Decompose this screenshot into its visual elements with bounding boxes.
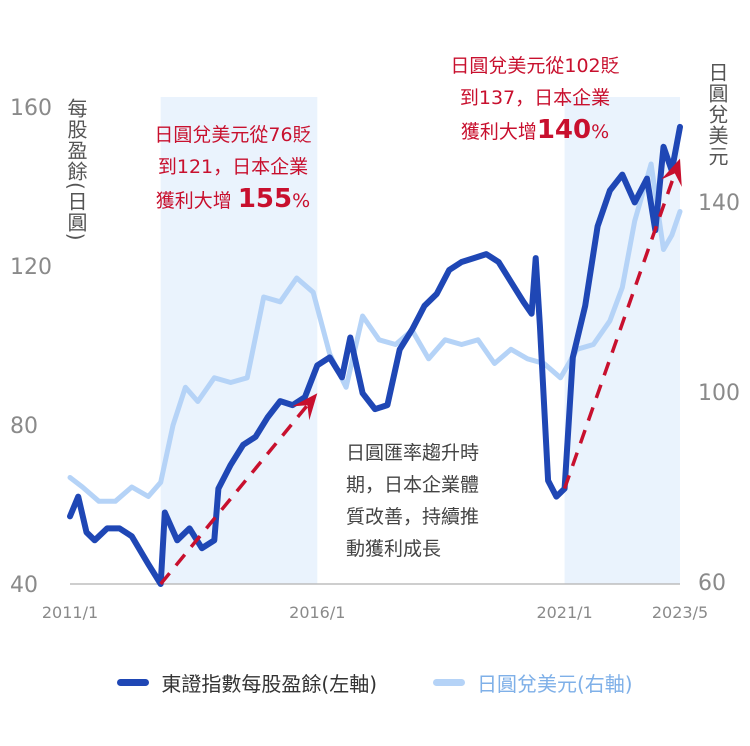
trend-arrow-line-2	[562, 173, 677, 490]
shaded-period-1	[160, 97, 318, 584]
left-y-tick-160: 160	[10, 96, 52, 121]
x-tick-2023-5: 2023/5	[652, 603, 708, 622]
annotation-middle: 日圓匯率趨升時 期，日本企業體 質改善，持續推 動獲利成長	[346, 437, 526, 565]
left-y-tick-40: 40	[10, 573, 38, 598]
trend-arrows	[159, 158, 682, 586]
annotation-middle-line-3: 質改善，持續推	[346, 506, 480, 528]
x-tick-2016-1: 2016/1	[289, 603, 345, 622]
annotation-left-line-3: 獲利大增 155%	[155, 184, 311, 214]
right-y-tick-100: 100	[698, 381, 740, 406]
annotation-left: 日圓兌美元從76貶 到121，日本企業 獲利大增 155%	[118, 119, 348, 217]
legend: 東證指數每股盈餘(左軸) 日圓兌美元(右軸)	[0, 668, 750, 697]
usdjpy-line	[67, 161, 683, 504]
legend-label-eps: 東證指數每股盈餘(左軸)	[161, 672, 377, 696]
eps-line	[67, 123, 683, 587]
right-y-tick-60: 60	[698, 571, 726, 596]
annotation-middle-line-2: 期，日本企業體	[346, 474, 480, 496]
annotation-right-line-2: 到137，日本企業	[459, 87, 611, 109]
trend-arrow-head-2	[661, 158, 682, 187]
series-lines	[67, 123, 683, 587]
legend-label-fx: 日圓兌美元(右軸)	[477, 672, 633, 696]
annotation-middle-line-4: 動獲利成長	[346, 538, 442, 560]
left-y-tick-80: 80	[10, 414, 38, 439]
legend-swatch-fx	[433, 679, 465, 686]
left-y-ticks: 160 120 80 40	[10, 96, 52, 598]
right-y-ticks: 140 100 60	[698, 191, 740, 596]
annotation-left-line-2: 到121，日本企業	[157, 156, 309, 178]
x-ticks: 2011/1 2016/1 2021/1 2023/5	[42, 603, 708, 622]
legend-item-fx: 日圓兌美元(右軸)	[433, 668, 633, 697]
right-y-axis-label: 日圓兌美元	[705, 62, 729, 167]
annotation-right-line-1: 日圓兌美元從102貶	[450, 55, 620, 77]
annotation-right-line-3: 獲利大增140%	[460, 115, 610, 145]
legend-item-eps: 東證指數每股盈餘(左軸)	[117, 668, 377, 697]
trend-arrow-head-1	[292, 393, 318, 421]
legend-swatch-eps	[117, 679, 150, 686]
x-tick-2011-1: 2011/1	[42, 603, 98, 622]
left-y-tick-120: 120	[10, 255, 52, 280]
x-tick-2021-1: 2021/1	[536, 603, 592, 622]
left-y-axis-label: 每股盈餘(日圓)	[64, 98, 88, 242]
annotation-middle-line-1: 日圓匯率趨升時	[346, 442, 480, 464]
annotation-left-line-1: 日圓兌美元從76貶	[154, 124, 312, 146]
annotation-right: 日圓兌美元從102貶 到137，日本企業 獲利大增140%	[405, 50, 665, 148]
right-y-tick-140: 140	[698, 191, 740, 216]
trend-arrow-line-1	[159, 404, 309, 586]
